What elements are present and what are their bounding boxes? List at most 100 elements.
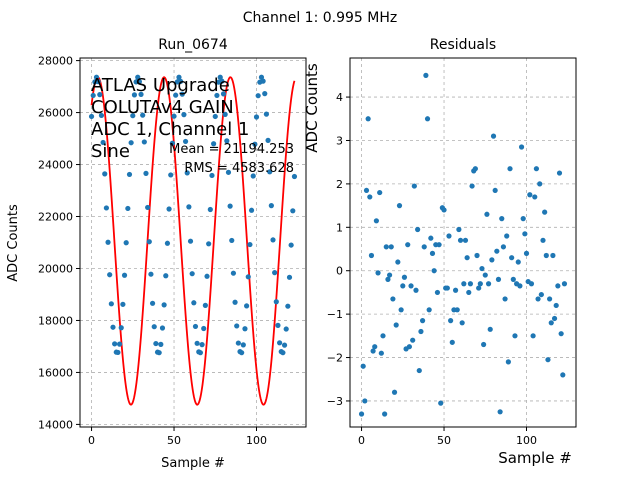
data-point <box>367 194 373 200</box>
data-point <box>380 333 386 339</box>
data-point <box>390 296 396 302</box>
data-point <box>538 291 544 298</box>
left-annotation-block: ATLAS Upgrade COLUTAv4 GAIN ADC 1, Chann… <box>91 75 294 176</box>
data-point <box>436 242 442 248</box>
data-point <box>240 342 246 348</box>
data-point <box>178 78 184 84</box>
data-point <box>176 74 182 80</box>
data-point <box>191 300 197 306</box>
data-point <box>252 141 258 147</box>
data-point <box>100 139 106 146</box>
data-point <box>230 270 237 276</box>
data-point <box>558 331 564 337</box>
data-point <box>555 283 561 289</box>
data-point <box>225 169 232 175</box>
data-point <box>472 166 478 172</box>
data-point <box>411 183 417 189</box>
annotation-line-3: ADC 1, Channel 1 <box>91 119 249 140</box>
data-point <box>431 268 437 274</box>
data-point <box>222 111 228 117</box>
data-point <box>166 206 172 212</box>
data-point <box>466 289 472 296</box>
left-y-ticks: 14000 16000 18000 20000 22000 24000 26000 28000 <box>38 55 80 431</box>
data-point <box>239 350 245 356</box>
data-point <box>522 231 528 237</box>
data-point <box>143 170 149 176</box>
right-axes-frame <box>349 57 577 428</box>
data-point <box>275 322 281 328</box>
left-grid <box>80 58 306 427</box>
data-point <box>272 270 278 276</box>
data-point <box>268 203 274 209</box>
x-tick-label: 100 <box>516 434 537 447</box>
y-tick-label: 28000 <box>38 55 73 68</box>
data-point <box>542 209 548 215</box>
data-point <box>182 138 189 145</box>
data-point <box>255 93 261 99</box>
data-point <box>135 74 141 80</box>
data-point <box>372 344 378 350</box>
y-tick-label: −3 <box>327 395 343 408</box>
data-point <box>136 79 142 85</box>
data-point <box>551 315 558 322</box>
right-y-axis-label: ADC Counts <box>303 63 321 153</box>
data-point <box>253 114 260 120</box>
data-point <box>507 166 513 172</box>
data-point <box>207 206 213 213</box>
data-point <box>382 411 388 417</box>
data-point <box>103 205 109 211</box>
data-point <box>184 170 190 176</box>
left-y-axis-label: ADC Counts <box>6 204 21 282</box>
data-point <box>515 259 521 265</box>
data-point <box>438 400 444 406</box>
data-point <box>126 171 133 178</box>
data-point <box>561 281 568 287</box>
data-point <box>505 359 511 365</box>
data-point <box>385 276 391 282</box>
data-point <box>250 173 256 179</box>
data-point <box>277 340 283 346</box>
data-point <box>281 342 288 348</box>
data-point <box>489 257 495 263</box>
data-point <box>105 239 111 245</box>
data-point <box>219 78 225 84</box>
data-point <box>202 302 208 308</box>
data-point <box>235 340 241 346</box>
data-point <box>424 116 431 122</box>
data-point <box>156 350 162 356</box>
right-x-axis-label: Sample # <box>498 449 572 467</box>
data-point <box>118 325 124 331</box>
data-point <box>151 324 157 330</box>
data-point <box>247 241 253 248</box>
data-point <box>550 252 556 259</box>
annotation-line-2: COLUTAv4 GAIN <box>91 97 234 118</box>
data-point <box>130 113 136 119</box>
data-point <box>149 300 156 306</box>
data-point <box>388 244 394 250</box>
y-tick-label: 14000 <box>38 418 73 431</box>
data-point <box>448 318 454 324</box>
data-point <box>547 296 553 302</box>
data-point <box>214 92 220 99</box>
annotation-line-4: Sine <box>91 141 130 162</box>
data-point <box>370 348 376 354</box>
y-tick-label: −2 <box>327 352 343 365</box>
data-point <box>138 91 144 97</box>
data-point <box>449 339 455 345</box>
data-point <box>97 92 103 98</box>
data-point <box>401 274 408 280</box>
data-point <box>212 113 218 120</box>
data-point <box>454 307 460 313</box>
data-point <box>192 323 199 330</box>
data-point <box>107 272 113 278</box>
data-point <box>509 255 515 261</box>
data-point <box>461 281 467 287</box>
data-point <box>419 318 426 324</box>
data-point <box>540 237 546 243</box>
data-point <box>459 320 465 326</box>
data-point <box>168 172 174 178</box>
data-point <box>400 283 406 289</box>
data-point <box>535 296 541 302</box>
data-point <box>375 270 381 276</box>
